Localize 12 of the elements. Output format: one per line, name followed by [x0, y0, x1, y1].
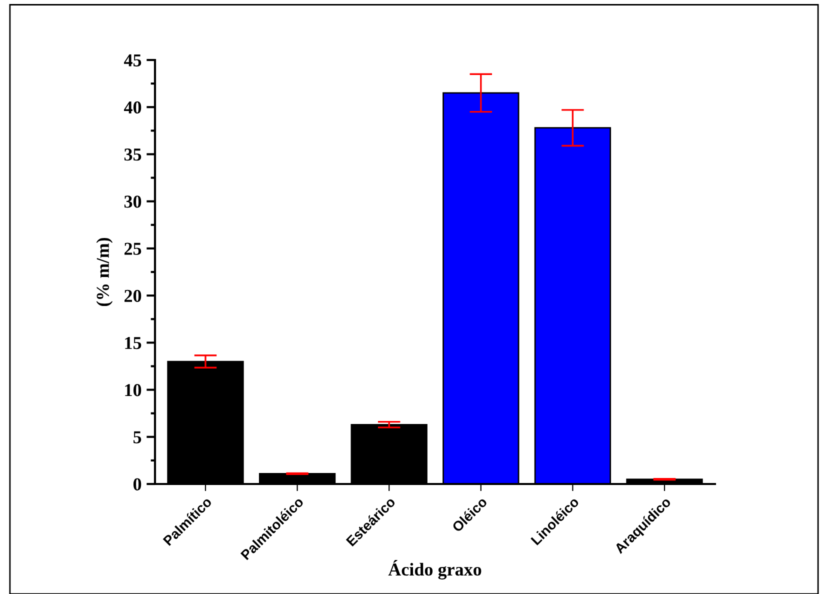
y-tick-label: 25 [124, 242, 142, 255]
y-tick-label: 40 [124, 101, 142, 114]
x-axis-title: Ácido graxo [388, 560, 482, 580]
y-axis-title: (% m/m) [96, 238, 113, 306]
y-tick-label: 15 [125, 337, 142, 350]
y-tick-label: 10 [125, 384, 142, 396]
y-tick-label: 20 [124, 290, 142, 302]
y-tick-label: 5 [134, 431, 142, 444]
y-tick-label: 35 [124, 148, 142, 161]
y-tick-label: 30 [124, 196, 142, 208]
y-tick-label: 0 [133, 478, 142, 490]
y-tick-label: 45 [124, 54, 142, 66]
